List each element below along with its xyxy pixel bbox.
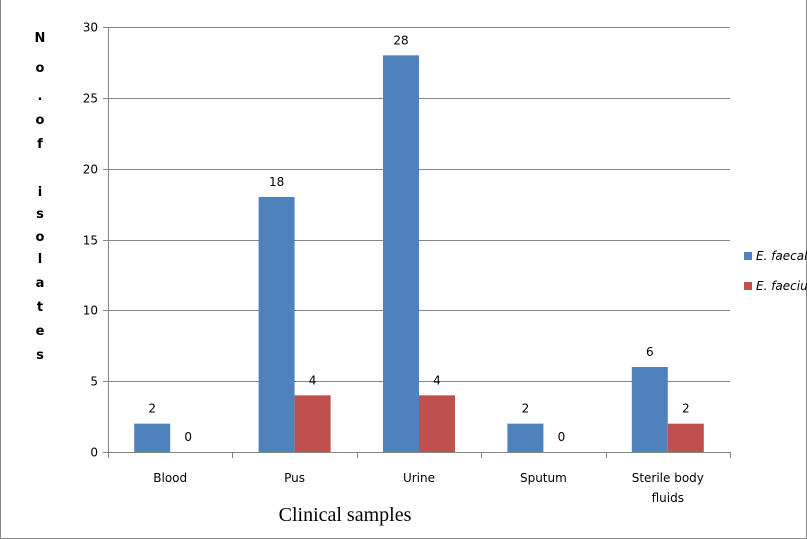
legend: E. faecalis E. faecium	[744, 249, 807, 293]
data-labels: 2 18 28 2 6 0 4 4 0 2	[148, 33, 689, 444]
category-label-2: Pus	[284, 471, 305, 485]
y-axis-label-char-11: a	[36, 276, 45, 291]
data-label-series1-cat5: 6	[646, 345, 654, 359]
y-axis-label-char-10: l	[38, 252, 42, 267]
data-label-series1-cat4: 2	[522, 402, 530, 416]
data-label-series2-cat3: 4	[433, 373, 441, 387]
y-axis-label-char-12: t	[37, 300, 43, 315]
legend-swatch-2	[744, 282, 752, 290]
data-label-series2-cat4: 0	[558, 430, 566, 444]
x-axis-category-labels: Blood Pus Urine Sputum Sterile body fluids	[153, 471, 704, 505]
y-axis-label-char-2: o	[36, 61, 45, 76]
bar-series1-cat4	[507, 423, 544, 452]
y-tick-label-10: 10	[83, 304, 98, 318]
legend-swatch-1	[744, 252, 752, 260]
data-label-series2-cat1: 0	[184, 430, 192, 444]
bar-series2-cat3	[419, 395, 455, 452]
legend-label-2: E. faecium	[756, 279, 807, 293]
data-label-series1-cat2: 18	[269, 175, 284, 189]
y-tick-label-15: 15	[83, 234, 98, 248]
y-axis-label-char-4: o	[36, 113, 45, 128]
y-axis-ticks: 0 5 10 15 20 25 30	[83, 21, 108, 460]
category-label-1: Blood	[153, 471, 187, 485]
y-axis-label-char-8: s	[36, 207, 44, 222]
y-tick-label-0: 0	[90, 446, 98, 460]
y-axis-label-char-14: s	[36, 348, 44, 363]
bar-series1-cat5	[631, 367, 668, 452]
category-label-4: Sputum	[520, 471, 567, 485]
y-axis-label-char-7: i	[38, 185, 42, 200]
data-label-series1-cat3: 28	[393, 33, 408, 47]
bars	[134, 55, 704, 452]
y-axis-label-char-9: o	[36, 230, 45, 245]
bar-series1-cat1	[134, 423, 171, 452]
y-tick-label-25: 25	[83, 92, 98, 106]
y-tick-label-5: 5	[90, 375, 98, 389]
y-axis-label-char-1: N	[35, 31, 46, 46]
y-axis-label-char-13: e	[36, 324, 45, 339]
category-label-5-line2: fluids	[652, 491, 684, 505]
data-label-series1-cat1: 2	[148, 402, 156, 416]
y-axis-label-char-3: .	[38, 89, 43, 104]
data-label-series2-cat5: 2	[682, 402, 690, 416]
legend-label-1: E. faecalis	[756, 249, 807, 263]
category-label-5-line1: Sterile body	[632, 471, 704, 485]
bar-series1-cat3	[383, 55, 419, 452]
data-label-series2-cat2: 4	[309, 373, 317, 387]
category-label-3: Urine	[403, 471, 435, 485]
y-tick-label-30: 30	[83, 21, 98, 35]
bar-series2-cat2	[294, 395, 331, 452]
bar-series2-cat5	[667, 423, 704, 452]
y-tick-label-20: 20	[83, 163, 98, 177]
y-axis-label-char-5: f	[37, 137, 43, 152]
x-axis-label: Clinical samples	[279, 504, 412, 526]
axes	[108, 27, 731, 458]
bar-series1-cat2	[258, 197, 295, 452]
